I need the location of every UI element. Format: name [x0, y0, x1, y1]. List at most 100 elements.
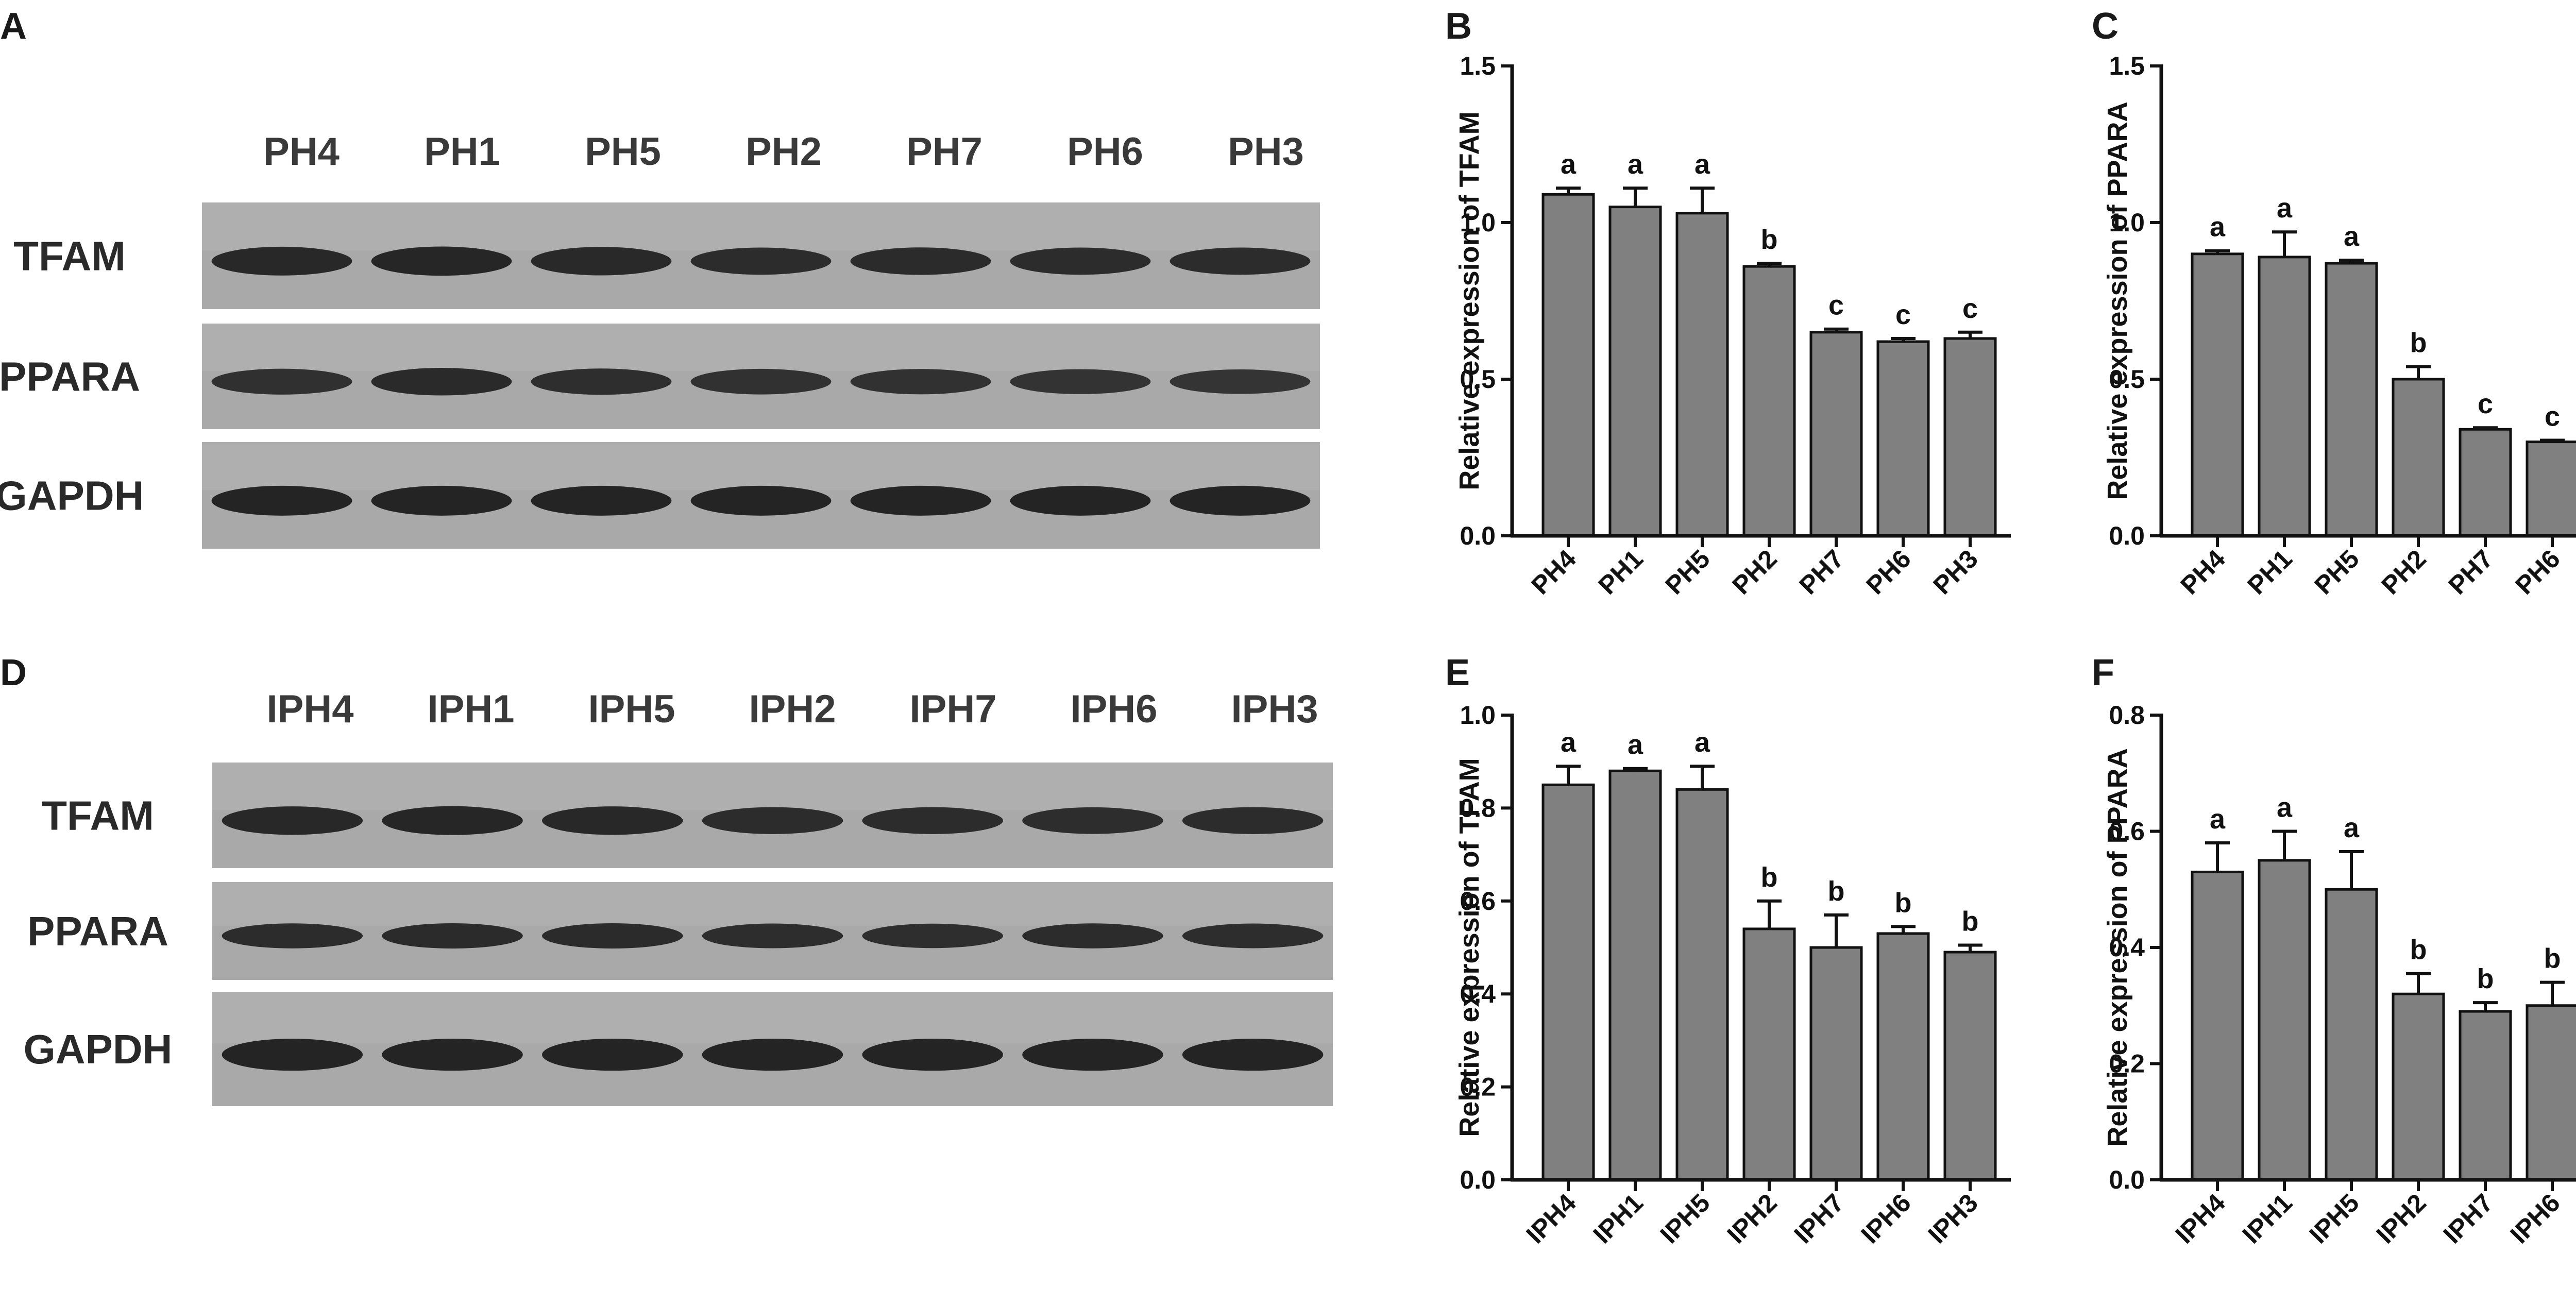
significance-letter: b [2477, 963, 2494, 994]
blot-band [382, 923, 523, 949]
blot-row-label: GAPDH [0, 473, 144, 519]
bar [2325, 888, 2378, 1181]
blot-lane-label: IPH3 [1231, 687, 1318, 731]
significance-letter: b [1761, 862, 1778, 893]
bar [1943, 337, 1997, 537]
panel-label-d: D [0, 652, 27, 693]
blot-band [382, 1039, 523, 1071]
blot-band [1022, 807, 1163, 834]
blot-band [862, 807, 1003, 834]
significance-letter: a [2277, 792, 2293, 823]
blot-lane-label: PH4 [263, 130, 340, 174]
blot-membrane-sheen [202, 202, 1320, 251]
significance-letter: c [1895, 299, 1911, 330]
bar [2258, 256, 2311, 537]
blot-band [211, 246, 352, 276]
blot-membrane-sheen [212, 882, 1333, 926]
x-tick-label: PH4 [2175, 544, 2231, 600]
x-tick-label: IPH6 [2505, 1188, 2566, 1249]
x-tick-label: IPH7 [1789, 1188, 1850, 1249]
significance-letter: b [2410, 935, 2427, 966]
blot-lane-label: PH2 [745, 130, 822, 174]
significance-letter: a [2277, 193, 2293, 224]
blot-band [850, 247, 991, 275]
significance-letter: b [2544, 943, 2561, 974]
blot-band [1022, 1039, 1163, 1071]
y-tick-label: 1.0 [1460, 208, 1496, 237]
significance-letter: b [1962, 906, 1979, 937]
bar [2459, 1010, 2512, 1181]
bar [2392, 378, 2445, 537]
panel-label-a: A [0, 6, 27, 47]
significance-letter: c [2478, 388, 2493, 419]
x-tick-label: IPH7 [2438, 1188, 2499, 1249]
x-tick-label: IPH5 [1655, 1188, 1716, 1249]
blot-lane-label: IPH5 [588, 687, 675, 731]
blot-band [531, 485, 672, 516]
blot-band [211, 485, 352, 516]
significance-letter: b [1895, 887, 1912, 918]
blot-band [531, 368, 672, 395]
x-tick-label: IPH4 [2170, 1188, 2231, 1249]
blot-band [542, 1039, 683, 1071]
blot-membrane-sheen [212, 763, 1333, 810]
blot-band [222, 1039, 363, 1071]
blot-band [1170, 369, 1311, 394]
bar [2191, 870, 2244, 1181]
blot-row-label: TFAM [42, 793, 154, 839]
bar [2191, 252, 2244, 537]
bar [1809, 331, 1863, 537]
blot-membrane-sheen [212, 992, 1333, 1043]
western-blot-panel-a: PH4 PH1 PH5 PH2 PH7 PH6 PH3 TFAM PPARA GAPDH [0, 130, 1320, 549]
blot-band [371, 485, 512, 516]
y-tick-label: 0.0 [1460, 521, 1496, 550]
blot-row-label: PPARA [27, 908, 168, 954]
bar-chart-b: a PH4 a PH1 a PH5 b PH2 c PH7 c PH6 c PH3 0.0 0.5 1.0 1.5… [1454, 52, 2011, 600]
bar [1943, 951, 1997, 1181]
bar [1675, 788, 1729, 1181]
significance-letter: a [1694, 727, 1710, 758]
y-tick-label: 0.0 [2109, 1165, 2145, 1194]
blot-band [702, 923, 843, 949]
significance-letter: c [1828, 290, 1844, 321]
significance-letter: a [2344, 221, 2360, 252]
blot-band [542, 806, 683, 835]
x-tick-label: IPH4 [1521, 1188, 1582, 1249]
significance-letter: a [2344, 812, 2360, 843]
significance-letter: b [2410, 328, 2427, 359]
bar [1876, 932, 1930, 1181]
y-tick-label: 0.6 [1460, 887, 1496, 916]
blot-membrane-sheen [202, 324, 1320, 371]
x-tick-label: IPH6 [1856, 1188, 1917, 1249]
blot-band [1170, 485, 1311, 516]
blot-band [702, 1039, 843, 1071]
blot-lane-label: IPH4 [267, 687, 354, 731]
blot-band [690, 368, 832, 395]
significance-letter: a [1561, 727, 1577, 758]
blot-row-label: GAPDH [24, 1026, 173, 1072]
blot-band [542, 923, 683, 949]
blot-lane-label: IPH7 [910, 687, 997, 731]
bar [1742, 927, 1796, 1181]
y-axis-label: Relative expression of PPARA [2102, 101, 2133, 500]
x-tick-label: IPH1 [2237, 1188, 2298, 1249]
y-tick-label: 1.5 [1460, 52, 1496, 80]
blot-row-label: PPARA [0, 354, 140, 400]
x-tick-label: IPH5 [2304, 1188, 2365, 1249]
blot-band [1182, 1039, 1324, 1071]
blot-band [371, 246, 512, 276]
x-tick-label: PH7 [1793, 544, 1849, 600]
x-tick-label: IPH2 [1722, 1188, 1783, 1249]
y-axis-label: Relative expression of TFAM [1454, 111, 1485, 490]
significance-letter: c [1962, 293, 1978, 324]
bar [1876, 340, 1930, 537]
x-tick-label: PH5 [2309, 544, 2364, 600]
western-blot-panel-d: IPH4 IPH1 IPH5 IPH2 IPH7 IPH6 IPH3 TFAM PPARA GAP… [24, 687, 1333, 1106]
blot-band [371, 367, 512, 396]
x-tick-label: PH1 [1592, 544, 1648, 600]
significance-letter: c [2545, 401, 2560, 432]
blot-membrane-sheen [202, 442, 1320, 490]
blot-lane-label: PH5 [585, 130, 661, 174]
x-tick-label: IPH2 [2371, 1188, 2432, 1249]
blot-lane-label: PH3 [1228, 130, 1304, 174]
